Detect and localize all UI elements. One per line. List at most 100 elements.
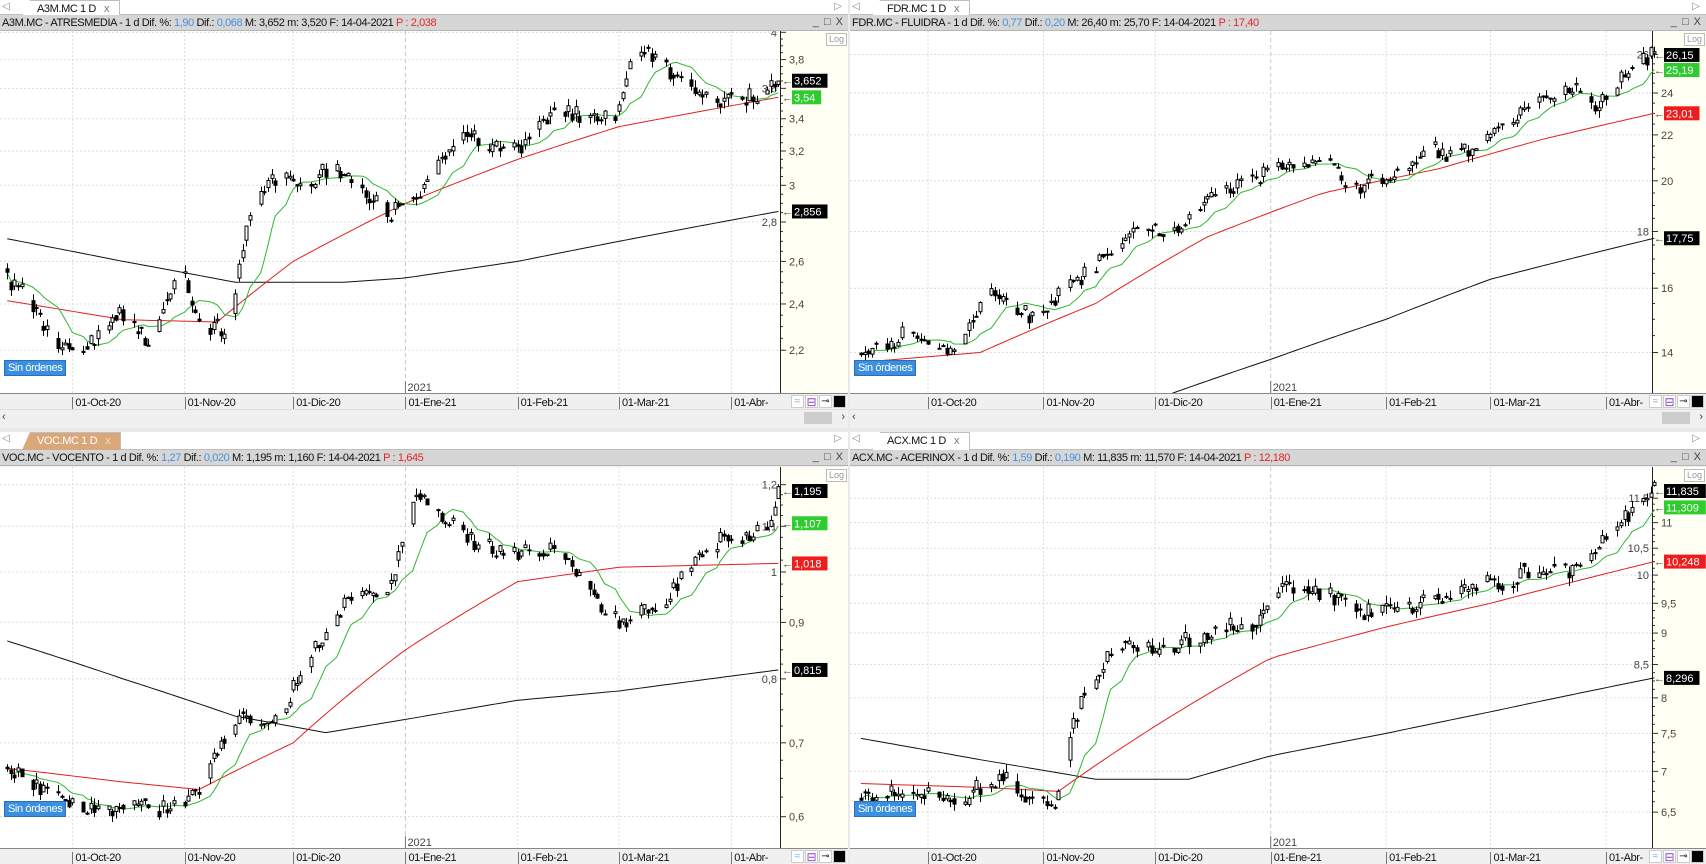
scroll-left-icon[interactable]: ‹ (852, 411, 856, 423)
chart-tab[interactable]: VOC.MC 1 D x (22, 432, 122, 450)
tab-scroll-right-icon[interactable]: ▷ (1692, 1, 1700, 12)
candle-body-down (465, 131, 470, 137)
chart-tab[interactable]: A3M.MC 1 D x (22, 0, 121, 15)
ma-200-line (7, 210, 779, 283)
candle-body-up (422, 494, 427, 498)
horizontal-scrollbar[interactable]: ‹ › (0, 409, 848, 426)
window-controls[interactable]: _ □ X (1670, 16, 1702, 28)
candle-body-up (244, 715, 249, 718)
candle (718, 528, 723, 543)
candle (1239, 617, 1244, 630)
close-tab-icon[interactable]: x (103, 3, 110, 15)
tab-scroll-right-icon[interactable]: ▷ (834, 433, 842, 444)
tab-scroll-left-icon[interactable]: ◁ (2, 1, 10, 12)
candle-body-down (1496, 583, 1501, 590)
candle-body-up (1630, 67, 1635, 70)
tab-scroll-right-icon[interactable]: ▷ (1692, 433, 1700, 444)
log-scale-button[interactable]: Log (826, 33, 848, 46)
scrollbar-thumb[interactable] (804, 412, 832, 424)
log-scale-button[interactable]: Log (1684, 33, 1706, 46)
tab-scroll-left-icon[interactable]: ◁ (852, 433, 860, 444)
scroll-right-icon[interactable]: › (841, 411, 845, 423)
scroll-left-icon[interactable]: ‹ (2, 411, 6, 423)
candle (259, 186, 264, 207)
close-tab-icon[interactable]: x (953, 3, 960, 15)
candle (700, 550, 705, 558)
candle (1522, 562, 1527, 574)
candle-body-up (374, 195, 379, 202)
no-orders-badge[interactable]: Sin órdenes (4, 801, 67, 817)
log-scale-button[interactable]: Log (826, 469, 848, 482)
tab-scroll-right-icon[interactable]: ▷ (834, 1, 842, 12)
candle (1131, 221, 1136, 239)
candle-body-up (911, 331, 916, 334)
horizontal-scrollbar[interactable]: ‹ › (850, 409, 1706, 426)
pin-icon[interactable]: ⊸ (819, 395, 832, 408)
year-label: 2021 (1273, 382, 1297, 393)
candle (107, 805, 112, 817)
candle-body-down (642, 52, 647, 55)
log-scale-button[interactable]: Log (1684, 469, 1706, 482)
candle-body-up (941, 345, 946, 348)
candle (16, 763, 21, 777)
color-square-icon[interactable] (833, 395, 846, 408)
candle-body-down (693, 87, 698, 94)
scroll-right-icon[interactable]: › (1699, 411, 1703, 423)
chart-plot-area[interactable]: 2,2 2,4 2,6 2,8 3 3,2 3,4 3,6 3,8 4 2021 ← 3,652 ← 3,5… (0, 31, 848, 393)
close-tab-icon[interactable]: x (953, 435, 960, 447)
no-orders-badge[interactable]: Sin órdenes (4, 360, 67, 376)
window-controls[interactable]: _ □ X (812, 16, 844, 28)
no-orders-badge[interactable]: Sin órdenes (854, 801, 917, 817)
no-orders-badge[interactable]: Sin órdenes (854, 360, 917, 376)
color-square-icon[interactable] (1691, 850, 1704, 863)
candle (222, 735, 227, 750)
pin-icon[interactable]: ⊸ (1677, 850, 1690, 863)
candle-body-down (1287, 581, 1292, 584)
pin-icon[interactable]: ⊸ (1677, 395, 1690, 408)
candle-body-down (1369, 612, 1374, 617)
window-controls[interactable]: _ □ X (1670, 451, 1702, 463)
tab-scroll-left-icon[interactable]: ◁ (2, 433, 10, 444)
wave-chart-icon[interactable]: ≈ (791, 850, 804, 863)
candle (1135, 225, 1140, 230)
candle (1448, 590, 1453, 602)
chart-tab[interactable]: ACX.MC 1 D x (872, 432, 971, 450)
color-square-icon[interactable] (833, 850, 846, 863)
window-controls[interactable]: _ □ X (812, 451, 844, 463)
candle-body-down (1410, 607, 1415, 614)
candle-body-up (1153, 650, 1158, 654)
scrollbar-thumb[interactable] (1662, 412, 1690, 424)
close-tab-icon[interactable]: x (105, 435, 111, 447)
candle-body-up (765, 89, 770, 95)
candle (769, 515, 774, 528)
price-chart[interactable]: 141618202224262021←26,15←25,19←23,01←17,… (850, 31, 1706, 393)
color-square-icon[interactable] (1691, 395, 1704, 408)
chart-tab[interactable]: FDR.MC 1 D x (872, 0, 971, 15)
candle (1265, 605, 1270, 614)
candle-body-up (70, 798, 75, 804)
wave-chart-icon[interactable]: ≈ (791, 395, 804, 408)
wave-chart-icon[interactable]: ≈ (1649, 850, 1662, 863)
chart-plot-area[interactable]: 141618202224262021←26,15←25,19←23,01←17,… (850, 31, 1706, 393)
price-flag-black: ← 1,195 (782, 484, 828, 498)
candle-body-down (1131, 644, 1136, 649)
candle (324, 628, 329, 641)
candle (498, 140, 503, 158)
wave-chart-icon[interactable]: ≈ (1649, 395, 1662, 408)
save-icon[interactable]: ⊟ (1663, 394, 1676, 409)
chart-plot-area[interactable]: 0,60,70,80,911,11,22021←1,195←1,107←1,01… (0, 467, 848, 848)
candle (168, 802, 173, 814)
candle (1231, 187, 1236, 198)
price-chart[interactable]: 0,60,70,80,911,11,22021←1,195←1,107←1,01… (0, 467, 848, 848)
chart-plot-area[interactable]: 6,5 7 7,5 8 8,5 9 9,5 10 10,5 11 11,5 2021 ← 11,835 ← 1… (850, 467, 1706, 848)
tab-scroll-left-icon[interactable]: ◁ (852, 1, 860, 12)
ma-10-line (6, 508, 779, 810)
save-icon[interactable]: ⊟ (805, 394, 818, 409)
candle-body-up (389, 219, 394, 222)
save-icon[interactable]: ⊟ (1663, 849, 1676, 864)
pin-icon[interactable]: ⊸ (819, 850, 832, 863)
candle-body-up (1127, 640, 1132, 645)
save-icon[interactable]: ⊟ (805, 849, 818, 864)
